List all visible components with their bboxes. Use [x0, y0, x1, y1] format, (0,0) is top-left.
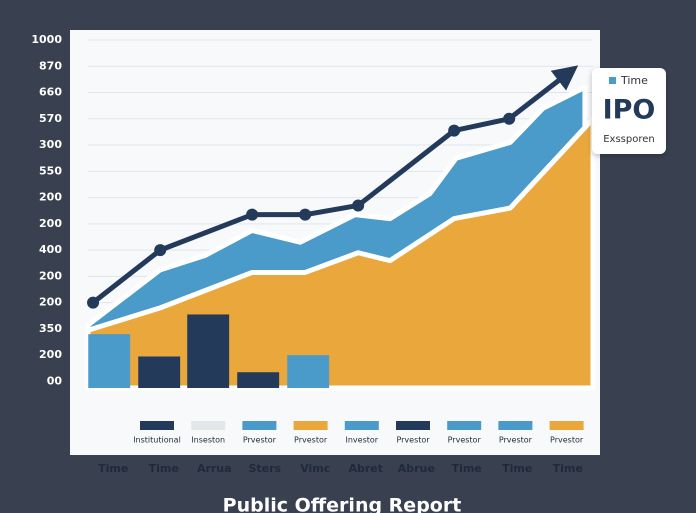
legend-swatch — [293, 421, 328, 430]
line-point — [87, 296, 100, 309]
x-tick-label: Time — [452, 462, 482, 475]
card-caption: Exssporen — [603, 134, 655, 145]
legend-label: Inseston — [191, 436, 225, 445]
chart-title: Public Offering Report — [223, 495, 462, 513]
y-tick-label: 870 — [39, 59, 62, 72]
legend-label: Prvestor — [294, 436, 328, 445]
legend-label: Prvestor — [396, 436, 430, 445]
legend-label: Prvestor — [243, 436, 277, 445]
card-heading: IPO — [603, 95, 656, 126]
legend-swatch — [191, 421, 226, 430]
legend-swatch — [549, 421, 584, 430]
y-tick-label: 200 — [39, 296, 62, 309]
x-tick-label: Arrua — [197, 462, 232, 475]
bar — [138, 356, 181, 388]
y-tick-label: 200 — [39, 191, 62, 204]
x-tick-label: Abret — [348, 462, 383, 475]
x-tick-label: Vimc — [300, 462, 330, 475]
y-tick-label: 350 — [39, 322, 62, 335]
legend-label: Investor — [346, 436, 379, 445]
x-tick-label: Time — [502, 462, 532, 475]
y-tick-label: 550 — [39, 164, 62, 177]
line-point — [448, 124, 461, 137]
bar — [287, 355, 330, 388]
x-tick-label: Time — [553, 462, 583, 475]
line-point — [299, 208, 312, 221]
legend-label: Prvestor — [448, 436, 482, 445]
x-tick-label: Time — [98, 462, 128, 475]
x-tick-label: Abrue — [398, 462, 435, 475]
x-tick-label: Time — [149, 462, 179, 475]
y-tick-label: 300 — [39, 138, 62, 151]
card-swatch — [609, 77, 616, 84]
legend-swatch — [140, 421, 174, 430]
y-tick-label: 200 — [39, 217, 62, 230]
card-legend: Time — [620, 74, 648, 87]
side-card: Time IPO Exssporen — [592, 68, 666, 154]
line-point — [246, 208, 259, 221]
y-tick-label: 400 — [39, 243, 62, 256]
y-tick-label: 200 — [39, 269, 62, 282]
bar — [187, 314, 230, 388]
y-tick-label: 660 — [39, 86, 62, 99]
legend-label: Prvestor — [499, 436, 533, 445]
legend-swatch — [344, 421, 379, 430]
card-bg — [592, 68, 666, 154]
bar — [88, 334, 131, 388]
y-tick-label: 00 — [47, 374, 63, 387]
line — [91, 65, 579, 305]
legend-label: Prvestor — [550, 436, 584, 445]
legend-swatch — [447, 421, 482, 430]
y-tick-label: 570 — [39, 112, 62, 125]
legend-label: Institutional — [133, 436, 181, 445]
x-tick-label: Sters — [248, 462, 281, 475]
y-tick-label: 1000 — [31, 33, 62, 46]
line-point — [352, 199, 365, 212]
bar — [237, 372, 280, 388]
line-point — [154, 244, 167, 257]
legend-swatch — [498, 421, 533, 430]
line-point — [503, 112, 516, 125]
y-tick-label: 200 — [39, 348, 62, 361]
legend-swatch — [396, 421, 430, 430]
legend-swatch — [242, 421, 277, 430]
